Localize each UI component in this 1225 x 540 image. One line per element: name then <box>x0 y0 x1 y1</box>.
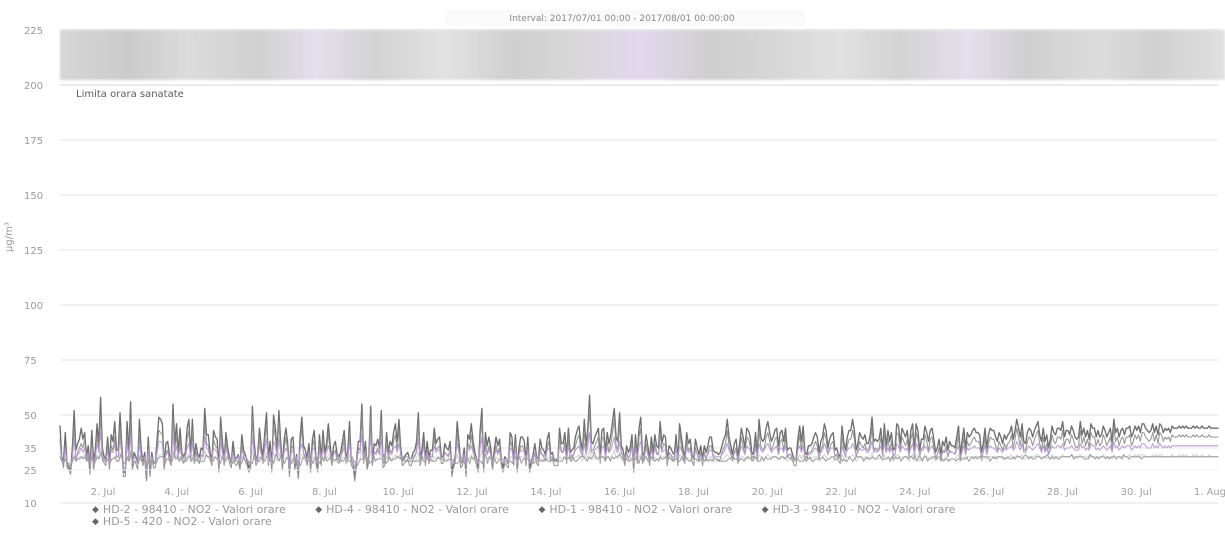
legend-marker-icon: ◆ <box>92 517 99 527</box>
legend-item-5[interactable]: ◆ HD-5 - 420 - NO2 - Valori orare <box>92 516 272 528</box>
x-tick-label: 30. Jul <box>1121 487 1152 498</box>
y-tick-label: 150 <box>24 191 43 202</box>
x-tick-label: 10. Jul <box>383 487 414 498</box>
x-tick-label: 12. Jul <box>456 487 487 498</box>
y-tick-label: 125 <box>24 246 43 257</box>
legend-label-5: HD-5 - 420 - NO2 - Valori orare <box>102 515 272 528</box>
series-group <box>59 394 1219 482</box>
x-tick-label: 14. Jul <box>530 487 561 498</box>
legend-marker-icon: ◆ <box>92 505 99 515</box>
y-tick-label: 10 <box>24 499 37 510</box>
chart-title: Interval: 2017/07/01 00:00 - 2017/08/01 … <box>509 14 734 24</box>
y-tick-label: 75 <box>24 356 37 367</box>
x-tick-label: 24. Jul <box>899 487 930 498</box>
legend-row-2: ◆ HD-5 - 420 - NO2 - Valori orare <box>92 516 1192 528</box>
legend: ◆ HD-2 - 98410 - NO2 - Valori orare ◆ HD… <box>92 504 1192 528</box>
x-tick-label: 18. Jul <box>678 487 709 498</box>
legend-marker-icon: ◆ <box>315 505 323 515</box>
y-tick-label: 25 <box>24 466 37 477</box>
x-tick-label: 6. Jul <box>238 487 263 498</box>
legend-row-1: ◆ HD-2 - 98410 - NO2 - Valori orare ◆ HD… <box>92 504 1192 516</box>
legend-label-1: HD-2 - 98410 - NO2 - Valori orare <box>102 503 286 516</box>
y-tick-label: 100 <box>24 301 43 312</box>
legend-item-2[interactable]: ◆ HD-4 - 98410 - NO2 - Valori orare <box>315 504 509 516</box>
series-line <box>59 394 1219 480</box>
x-tick-label: 4. Jul <box>164 487 189 498</box>
x-tick-label: 22. Jul <box>825 487 856 498</box>
series-line <box>59 447 1219 467</box>
y-tick-label: 200 <box>24 81 43 92</box>
legend-item-3[interactable]: ◆ HD-1 - 98410 - NO2 - Valori orare <box>538 504 732 516</box>
x-tick-label: 26. Jul <box>973 487 1004 498</box>
y-tick-label: 175 <box>24 136 43 147</box>
x-tick-label: 28. Jul <box>1047 487 1078 498</box>
series-line <box>59 432 1219 471</box>
legend-marker-icon: ◆ <box>761 505 769 515</box>
legend-item-4[interactable]: ◆ HD-3 - 98410 - NO2 - Valori orare <box>762 504 956 516</box>
series-line <box>59 451 1219 467</box>
series-line <box>59 407 1219 482</box>
legend-label-3: HD-1 - 98410 - NO2 - Valori orare <box>549 503 733 516</box>
legend-item-1[interactable]: ◆ HD-2 - 98410 - NO2 - Valori orare <box>92 504 286 516</box>
legend-label-2: HD-4 - 98410 - NO2 - Valori orare <box>326 503 509 516</box>
x-tick-label: 8. Jul <box>312 487 337 498</box>
legend-marker-icon: ◆ <box>538 505 546 515</box>
x-tick-label: 16. Jul <box>604 487 635 498</box>
x-tick-label: 20. Jul <box>752 487 783 498</box>
header-band <box>60 30 1225 80</box>
y-axis-label: µg/m³ <box>4 222 15 252</box>
x-tick-label: 2. Jul <box>91 487 116 498</box>
y-tick-label: 35 <box>24 444 37 455</box>
y-tick-label: 50 <box>24 411 37 422</box>
legend-label-4: HD-3 - 98410 - NO2 - Valori orare <box>772 503 956 516</box>
title-background <box>445 10 805 26</box>
y-tick-label: 225 <box>24 26 43 37</box>
x-tick-label: 1. Aug <box>1194 487 1225 498</box>
limit-label: Limita orara sanatate <box>76 89 184 100</box>
